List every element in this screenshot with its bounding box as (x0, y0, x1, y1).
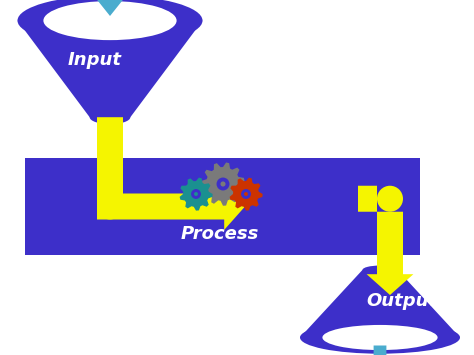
Ellipse shape (377, 186, 403, 212)
Circle shape (217, 178, 229, 191)
Polygon shape (97, 117, 245, 230)
Polygon shape (300, 270, 460, 338)
Ellipse shape (300, 321, 460, 354)
Polygon shape (201, 163, 245, 206)
Ellipse shape (44, 1, 177, 40)
Ellipse shape (322, 325, 438, 350)
Ellipse shape (363, 266, 398, 274)
Ellipse shape (90, 110, 130, 124)
Circle shape (220, 181, 226, 186)
Text: Input: Input (68, 51, 122, 69)
FancyArrow shape (94, 0, 126, 16)
Polygon shape (18, 21, 202, 117)
Text: Process: Process (181, 225, 259, 243)
Ellipse shape (18, 0, 202, 46)
Circle shape (244, 192, 248, 196)
Polygon shape (180, 178, 213, 211)
Circle shape (241, 189, 251, 199)
Polygon shape (229, 178, 263, 211)
FancyArrow shape (366, 345, 393, 355)
Polygon shape (358, 186, 413, 295)
Ellipse shape (97, 193, 123, 219)
Text: Output: Output (366, 292, 438, 310)
FancyBboxPatch shape (25, 158, 420, 255)
Circle shape (194, 192, 198, 196)
Circle shape (191, 189, 201, 199)
